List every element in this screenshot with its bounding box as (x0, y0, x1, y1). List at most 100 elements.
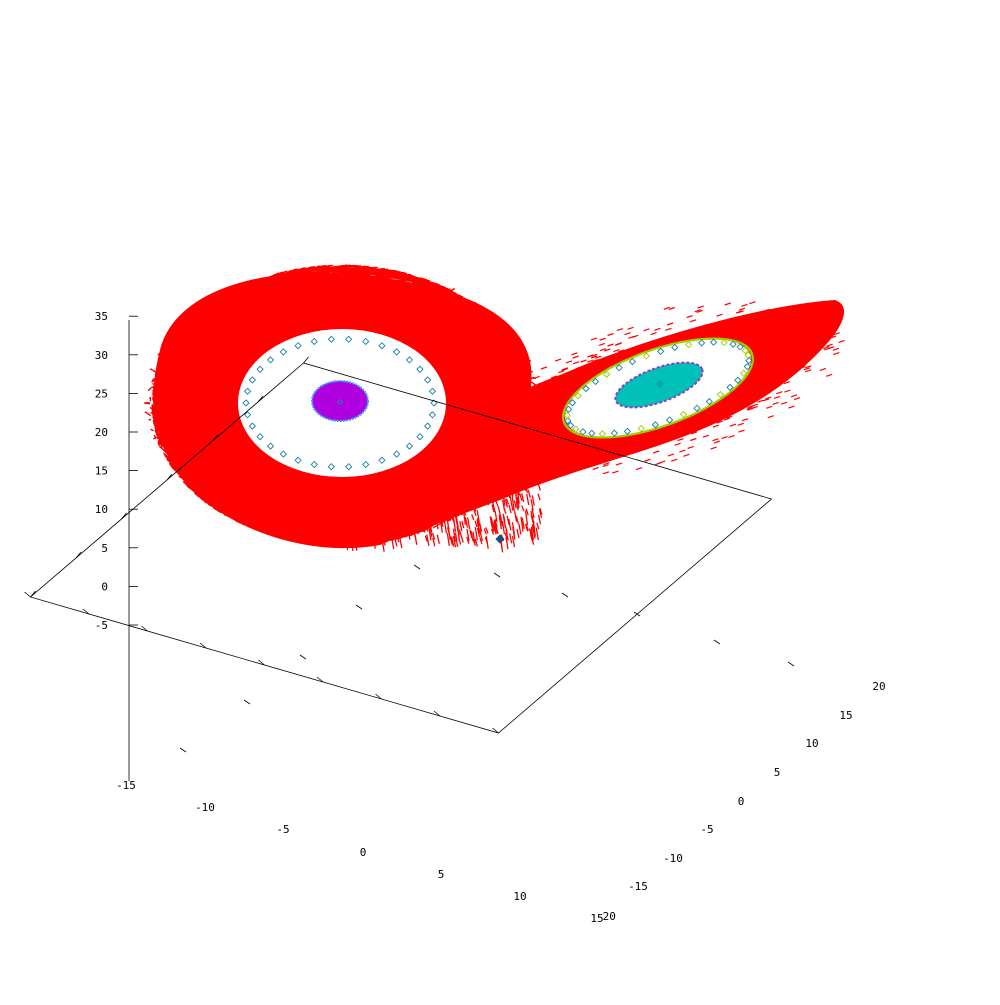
attractor-segment (651, 333, 657, 335)
attractor-segment (475, 521, 477, 527)
y-tick-label: -15 (628, 880, 648, 893)
attractor-segment (538, 494, 540, 500)
back-tick-mark (180, 748, 186, 752)
attractor-segment (459, 537, 461, 545)
attractor-segment (591, 338, 597, 340)
y-tick-label: -20 (596, 910, 616, 923)
attractor-segment (690, 320, 696, 322)
attractor-segment (509, 505, 511, 514)
attractor-segment (456, 533, 458, 547)
attractor-segment (181, 332, 187, 333)
attractor-segment (373, 272, 375, 273)
attractor-segment (514, 501, 516, 509)
attractor-segment (599, 343, 605, 345)
attractor-segment (688, 446, 694, 448)
attractor-segment (541, 367, 547, 369)
z-tick-label: 35 (95, 310, 108, 323)
attractor-segment (441, 289, 445, 290)
attractor-segment (617, 329, 623, 331)
attractor-segment (537, 523, 539, 529)
attractor-segment (144, 403, 150, 404)
attractor-segment (145, 412, 151, 416)
back-tick-mark (714, 640, 720, 644)
x-tick-label: 0 (360, 846, 367, 859)
attractor-segment (827, 344, 833, 346)
attractor-segment (820, 368, 826, 370)
attractor-segment (758, 400, 764, 402)
attractor-segment (149, 419, 152, 420)
attractor-segment (789, 406, 795, 408)
attractor-segment (593, 467, 599, 469)
attractor-segment (519, 524, 521, 535)
attractor-segment (722, 437, 728, 439)
y-tick-mark (25, 592, 31, 597)
attractor-segment (684, 454, 690, 456)
z-tick-label: 10 (95, 503, 108, 516)
attractor-segment (608, 344, 614, 346)
attractor-segment (520, 354, 521, 359)
attractor-segment (776, 392, 782, 394)
back-tick-mark (494, 573, 500, 577)
attractor-segment (600, 338, 606, 340)
attractor-segment (698, 306, 704, 308)
attractor-segment (603, 472, 609, 474)
attractor-segment (444, 521, 446, 534)
attractor-segment (679, 450, 685, 452)
attractor-segment (687, 316, 693, 318)
attractor-segment (703, 435, 709, 437)
z-tick-label: 30 (95, 349, 108, 362)
attractor-segment (154, 379, 160, 380)
back-tick-mark (356, 605, 362, 609)
attractor-segment (344, 269, 388, 270)
x-tick-label: -5 (276, 823, 289, 836)
attractor-segment (395, 539, 397, 546)
attractor-segment (573, 362, 579, 364)
attractor-segment (725, 303, 731, 305)
attractor-segment (370, 272, 371, 275)
attractor-segment (539, 515, 541, 525)
attractor-segment (558, 371, 564, 373)
x-tick-mark (122, 513, 127, 519)
attractor-segment (460, 521, 462, 531)
attractor-segment (794, 398, 800, 400)
attractor-segment (766, 406, 772, 408)
attractor-segment (826, 374, 832, 376)
back-tick-mark (788, 662, 794, 666)
attractor-segment (461, 536, 463, 543)
attractor-segment (739, 430, 745, 432)
z-tick-label: 0 (101, 580, 108, 593)
attractor-segment (482, 315, 485, 316)
attractor-segment (839, 340, 845, 342)
attractor-segment (496, 501, 498, 506)
x-tick-label: -10 (195, 801, 215, 814)
attractor-segment (517, 529, 519, 538)
attractor-segment (768, 416, 774, 418)
x-tick-label: 10 (513, 890, 526, 903)
attractor-segment (781, 402, 787, 404)
attractor-segment (713, 425, 719, 427)
x-tick-mark (31, 591, 36, 597)
back-tick-mark (562, 593, 568, 597)
attractor-segment (510, 533, 512, 543)
x-tick-label: 5 (438, 868, 445, 881)
attractor-segment (581, 360, 587, 362)
attractor-segment (774, 396, 780, 398)
y-tick-label: 0 (738, 795, 745, 808)
attractor-segment (566, 361, 572, 363)
y-tick-label: -5 (700, 823, 713, 836)
attractor-segment (805, 370, 811, 372)
attractor-segment (668, 454, 674, 456)
attractor-segment (573, 356, 579, 358)
attractor-segment (459, 530, 461, 537)
attractor-segment (804, 368, 810, 370)
x-tick-mark (76, 552, 81, 558)
attractor-segment (654, 328, 660, 330)
attractor-segment (833, 348, 839, 350)
attractor-segment (470, 304, 473, 305)
attractor-segment (208, 306, 212, 307)
attractor-segment (773, 402, 779, 404)
attractor-segment (749, 302, 755, 304)
z-tick-label: 25 (95, 387, 108, 400)
